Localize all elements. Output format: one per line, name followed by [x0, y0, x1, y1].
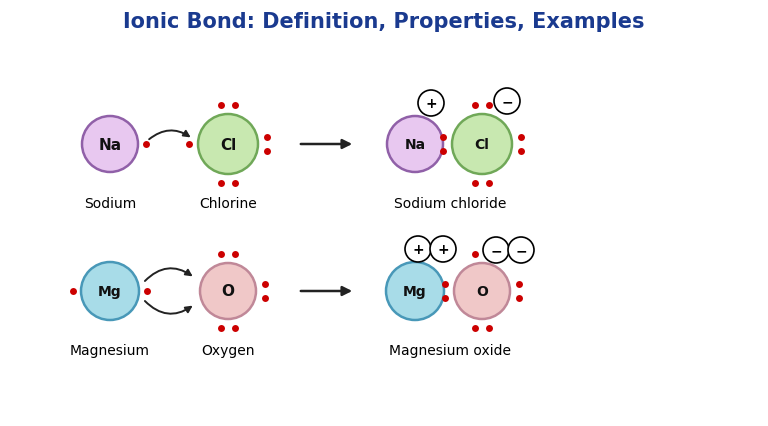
- Circle shape: [405, 236, 431, 262]
- Text: +: +: [437, 242, 449, 256]
- Circle shape: [452, 115, 512, 175]
- Text: +: +: [425, 97, 437, 111]
- Text: Cl: Cl: [475, 138, 489, 152]
- Text: Na: Na: [405, 138, 425, 152]
- Circle shape: [508, 237, 534, 263]
- Text: O: O: [476, 284, 488, 298]
- Circle shape: [82, 117, 138, 173]
- Text: Chlorine: Chlorine: [199, 196, 257, 210]
- Circle shape: [483, 237, 509, 263]
- Circle shape: [386, 262, 444, 320]
- Circle shape: [430, 236, 456, 262]
- Text: −: −: [502, 95, 513, 109]
- Text: Cl: Cl: [220, 137, 236, 152]
- Text: Magnesium oxide: Magnesium oxide: [389, 343, 511, 357]
- Circle shape: [418, 91, 444, 117]
- Circle shape: [198, 115, 258, 175]
- Text: O: O: [221, 284, 234, 299]
- Text: −: −: [515, 243, 527, 257]
- Circle shape: [200, 263, 256, 319]
- Circle shape: [81, 262, 139, 320]
- Text: Sodium: Sodium: [84, 196, 136, 210]
- Circle shape: [454, 263, 510, 319]
- Text: Mg: Mg: [403, 284, 427, 298]
- Text: Na: Na: [98, 137, 121, 152]
- Circle shape: [494, 89, 520, 115]
- Text: +: +: [412, 242, 424, 256]
- Text: Mg: Mg: [98, 284, 122, 298]
- Text: Magnesium: Magnesium: [70, 343, 150, 357]
- Text: Oxygen: Oxygen: [201, 343, 255, 357]
- Text: Sodium chloride: Sodium chloride: [394, 196, 506, 210]
- Text: Ionic Bond: Definition, Properties, Examples: Ionic Bond: Definition, Properties, Exam…: [123, 12, 645, 32]
- Text: −: −: [490, 243, 502, 257]
- Circle shape: [387, 117, 443, 173]
